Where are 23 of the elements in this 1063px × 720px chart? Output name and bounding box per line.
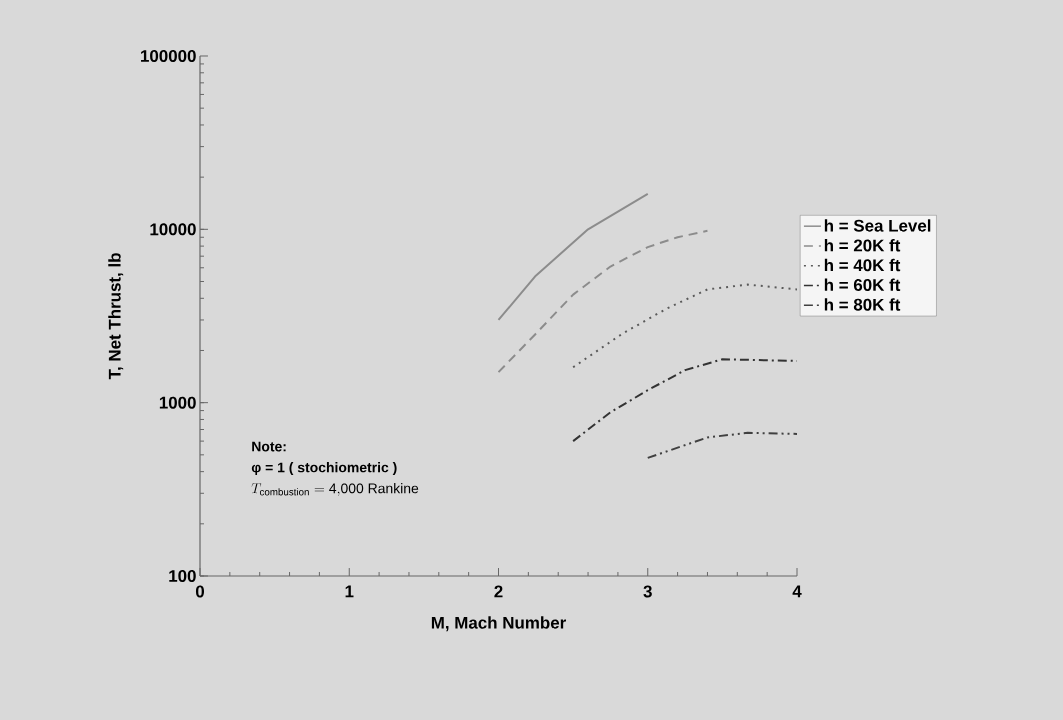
- annotation: Note:: [252, 441, 286, 452]
- y-tick-label: 100: [169, 570, 196, 582]
- annotation: $T_{\mathrm{combustion}} = \mathrm{4{,}000\ Rankine}$: [251, 483, 419, 496]
- legend-label: h = 60K ft: [824, 278, 901, 291]
- x-tick-label: 4: [792, 585, 802, 598]
- line-series: [497, 192, 649, 321]
- annotation: φ = 1 ( stochiometric ): [251, 462, 397, 476]
- line-series: [497, 229, 709, 374]
- legend-label: h = 80K ft: [824, 298, 901, 311]
- legend-label: h = Sea Level: [824, 219, 931, 232]
- line-series: [646, 431, 798, 459]
- x-tick-label: 1: [345, 585, 354, 598]
- x-tick-label: 3: [643, 585, 652, 598]
- y-tick-label: 10000: [150, 223, 196, 236]
- y-axis-title: T, Net Thrust, lb: [108, 253, 124, 380]
- legend-label: h = 20K ft: [824, 239, 901, 252]
- legend-label: h = 40K ft: [824, 258, 901, 272]
- x-tick-label: 2: [494, 585, 503, 598]
- line-series: [572, 283, 798, 369]
- x-tick-label: 0: [195, 585, 205, 598]
- y-tick-label: 1000: [159, 396, 196, 409]
- x-axis-title: M, Mach Number: [431, 616, 566, 632]
- y-tick-label: 100000: [141, 49, 196, 62]
